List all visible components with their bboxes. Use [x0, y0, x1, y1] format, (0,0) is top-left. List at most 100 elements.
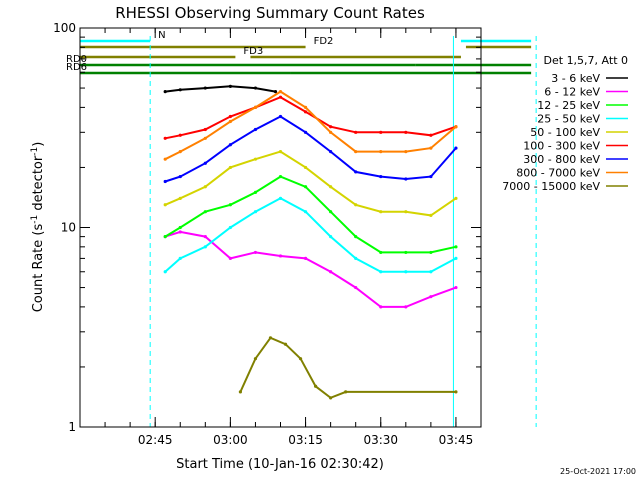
legend-label: 50 - 100 keV: [530, 126, 600, 139]
data-point: [163, 235, 167, 239]
data-point: [329, 270, 333, 274]
series-line: [239, 336, 456, 399]
data-point: [278, 174, 283, 179]
flag-label: N: [158, 30, 165, 41]
y-label-main: Count Rate (s: [31, 224, 46, 313]
data-point: [228, 203, 232, 207]
data-point: [228, 225, 232, 230]
data-point: [253, 105, 258, 109]
data-point: [379, 130, 383, 134]
data-point: [379, 305, 383, 309]
data-point: [178, 174, 182, 179]
data-point: [203, 210, 207, 214]
data-point: [429, 250, 433, 255]
flag-label: FD2: [314, 36, 334, 47]
data-point: [178, 133, 182, 137]
data-point: [278, 114, 283, 119]
data-point: [429, 295, 433, 299]
series-line: [164, 175, 457, 254]
data-point: [253, 250, 258, 255]
data-point: [203, 245, 207, 249]
data-point: [344, 390, 348, 394]
data-point: [268, 336, 273, 340]
data-point: [404, 270, 408, 274]
data-point: [278, 89, 283, 94]
data-point: [178, 150, 182, 154]
flag-label: RD6: [66, 62, 87, 73]
data-point: [228, 84, 232, 88]
data-point: [253, 357, 258, 361]
flag-label: FD3: [243, 46, 263, 57]
data-point: [354, 285, 358, 290]
data-point: [354, 256, 358, 261]
legend-label: 12 - 25 keV: [537, 99, 600, 112]
data-point: [303, 210, 308, 214]
y-axis-ticks: 1 10 100: [53, 21, 481, 434]
data-point: [178, 196, 182, 200]
data-point: [329, 125, 333, 129]
data-point: [273, 89, 278, 94]
data-point: [253, 157, 258, 161]
data-point: [253, 127, 258, 132]
y-tick-label: 100: [53, 21, 76, 35]
data-point: [203, 161, 207, 165]
data-point: [178, 256, 182, 261]
data-point: [379, 174, 383, 179]
data-point: [454, 146, 458, 150]
y-label-mid: detector: [31, 155, 46, 215]
data-point: [163, 270, 167, 274]
data-point: [329, 150, 333, 154]
data-point: [429, 133, 433, 137]
legend-label: 800 - 7000 keV: [516, 167, 600, 180]
data-point: [228, 256, 232, 261]
y-label-exp1: -1: [30, 215, 40, 224]
data-point: [238, 390, 242, 394]
data-point: [303, 185, 308, 189]
data-point: [429, 146, 433, 150]
data-point: [163, 136, 167, 140]
data-point: [178, 88, 182, 92]
data-point: [429, 174, 433, 179]
data-point: [278, 254, 283, 258]
data-point: [404, 130, 408, 134]
series-lines: [163, 84, 458, 400]
data-point: [203, 185, 207, 189]
data-point: [163, 157, 167, 161]
x-tick-label: 03:00: [213, 433, 248, 447]
data-point: [303, 130, 308, 134]
data-point: [228, 119, 232, 124]
data-point: [253, 190, 258, 194]
y-label-exp2: -1: [30, 147, 40, 156]
legend-label: 7000 - 15000 keV: [502, 180, 600, 193]
data-point: [404, 150, 408, 154]
data-point: [354, 150, 358, 154]
footer-timestamp: 25-Oct-2021 17:00: [560, 467, 636, 476]
data-point: [329, 185, 333, 189]
data-point: [454, 256, 458, 261]
data-point: [278, 150, 283, 154]
data-point: [454, 390, 458, 394]
data-point: [454, 285, 458, 290]
data-point: [404, 177, 408, 181]
data-point: [203, 86, 207, 90]
data-point: [303, 256, 308, 261]
data-point: [228, 165, 232, 170]
x-axis-label: Start Time (10-Jan-16 02:30:42): [176, 457, 384, 472]
data-point: [303, 105, 308, 109]
data-point: [454, 196, 458, 200]
data-point: [278, 95, 283, 99]
legend-label: 3 - 6 keV: [551, 72, 600, 85]
series-line: [165, 96, 457, 140]
data-point: [278, 196, 283, 200]
y-label-end: ): [31, 142, 46, 147]
data-point: [313, 384, 318, 388]
chart-title: RHESSI Observing Summary Count Rates: [115, 4, 425, 22]
data-point: [354, 235, 358, 239]
data-point: [379, 150, 383, 154]
legend-label: 25 - 50 keV: [537, 113, 600, 126]
legend-title: Det 1,5,7, Att 0: [544, 54, 628, 67]
plot-frame: [79, 27, 482, 428]
